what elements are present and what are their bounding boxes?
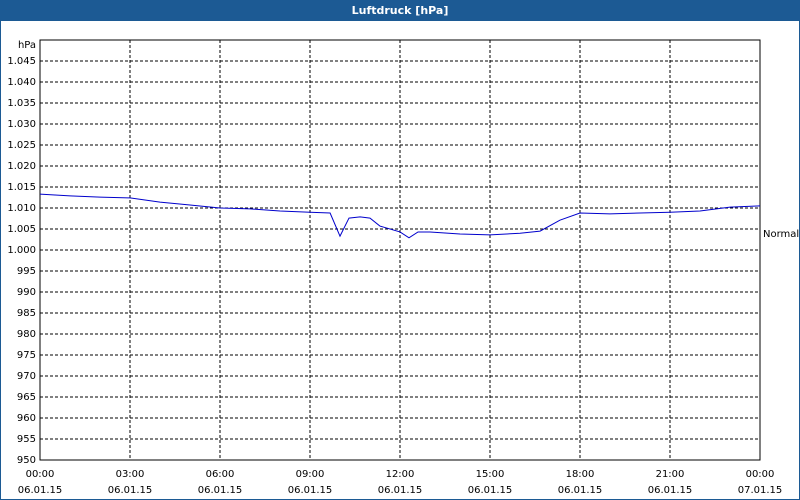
x-tick-date: 06.01.15 bbox=[108, 485, 153, 496]
x-tick-date: 06.01.15 bbox=[558, 485, 603, 496]
y-tick-label: 960 bbox=[17, 413, 36, 424]
x-tick-label: 00:00 bbox=[746, 469, 775, 480]
x-tick-label: 03:00 bbox=[116, 469, 145, 480]
x-tick-label: 00:00 bbox=[26, 469, 55, 480]
y-tick-label: 1.005 bbox=[7, 224, 36, 235]
title-bar bbox=[0, 0, 800, 20]
x-tick-label: 06:00 bbox=[206, 469, 235, 480]
x-tick-date: 06.01.15 bbox=[648, 485, 693, 496]
y-tick-label: 1.010 bbox=[7, 203, 36, 214]
chart-title: Luftdruck [hPa] bbox=[352, 4, 449, 17]
y-tick-label: 1.030 bbox=[7, 119, 36, 130]
x-tick-label: 18:00 bbox=[566, 469, 595, 480]
y-tick-label: 990 bbox=[17, 287, 36, 298]
y-tick-label: 950 bbox=[17, 455, 36, 466]
x-tick-date: 07.01.15 bbox=[738, 485, 783, 496]
y-tick-label: 1.015 bbox=[7, 182, 36, 193]
y-tick-label: 985 bbox=[17, 308, 36, 319]
y-tick-label: 1.020 bbox=[7, 161, 36, 172]
y-tick-label: 975 bbox=[17, 350, 36, 361]
x-tick-date: 06.01.15 bbox=[378, 485, 423, 496]
line bbox=[39, 193, 761, 239]
x-tick-label: 09:00 bbox=[296, 469, 325, 480]
x-tick-label: 21:00 bbox=[656, 469, 685, 480]
y-tick-label: 965 bbox=[17, 392, 36, 403]
y-tick-label: 980 bbox=[17, 329, 36, 340]
x-tick-date: 06.01.15 bbox=[288, 485, 333, 496]
x-tick-label: 12:00 bbox=[386, 469, 415, 480]
annotation: Normal bbox=[763, 229, 799, 240]
y-tick-label: 970 bbox=[17, 371, 36, 382]
x-tick-date: 06.01.15 bbox=[198, 485, 243, 496]
y-tick-label: 1.045 bbox=[7, 56, 36, 67]
plot-border bbox=[39, 39, 761, 461]
y-tick-label: 1.025 bbox=[7, 140, 36, 151]
x-tick-date: 06.01.15 bbox=[468, 485, 513, 496]
y-tick-label: 1.000 bbox=[7, 245, 36, 256]
y-tick-label: 1.035 bbox=[7, 98, 36, 109]
y-tick-label: 995 bbox=[17, 266, 36, 277]
y-tick-label: 1.040 bbox=[7, 77, 36, 88]
x-tick-date: 06.01.15 bbox=[18, 485, 63, 496]
x-tick-label: 15:00 bbox=[476, 469, 505, 480]
y-unit: hPa bbox=[18, 40, 36, 51]
y-tick-label: 955 bbox=[17, 434, 36, 445]
